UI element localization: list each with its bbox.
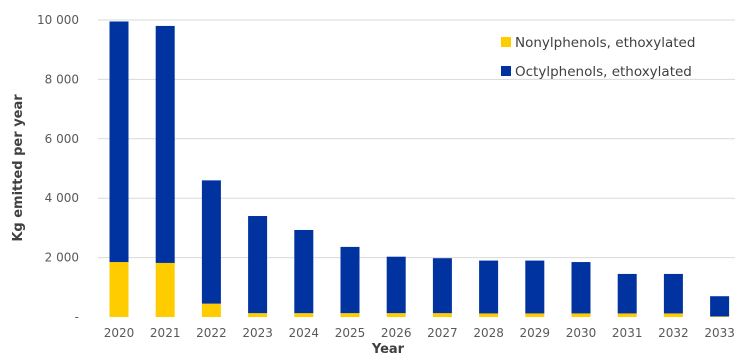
y-tick-label: 6 000: [45, 132, 79, 146]
bar-octylphenols-2027: [432, 258, 452, 314]
x-tick-label: 2027: [427, 326, 458, 340]
x-tick-label: 2031: [612, 326, 643, 340]
legend-label-octylphenols: Octylphenols, ethoxylated: [515, 64, 692, 80]
gridlines: [98, 19, 735, 259]
bar-nonylphenols-2027: [432, 313, 452, 317]
bar-octylphenols-2032: [663, 273, 683, 314]
bar-octylphenols-2024: [294, 229, 314, 314]
bar-nonylphenols-2033: [710, 316, 730, 317]
y-tick-label: 2 000: [45, 251, 79, 265]
y-tick-label: -: [75, 310, 79, 324]
x-tick-label: 2024: [289, 326, 320, 340]
bar-octylphenols-2022: [201, 180, 221, 304]
y-tick-label: 4 000: [45, 191, 79, 205]
x-axis-ticks: 2020 2021 2022 2023 2024 2025 2026 2027 2028 2029…: [104, 326, 735, 340]
x-tick-label: 2025: [335, 326, 366, 340]
y-tick-label: 8 000: [45, 72, 79, 86]
bar-nonylphenols-2030: [571, 313, 591, 317]
bar-nonylphenols-2031: [617, 313, 637, 317]
bar-nonylphenols-2025: [340, 313, 360, 317]
x-tick-label: 2022: [196, 326, 227, 340]
bar-nonylphenols-2032: [663, 313, 683, 317]
bar-nonylphenols-2023: [248, 313, 268, 317]
bar-octylphenols-2028: [479, 260, 499, 314]
bar-octylphenols-2030: [571, 262, 591, 314]
bar-octylphenols-2026: [386, 256, 406, 314]
bar-octylphenols-2029: [525, 260, 545, 314]
x-tick-label: 2026: [381, 326, 412, 340]
bar-nonylphenols-2029: [525, 313, 545, 317]
bar-octylphenols-2033: [710, 296, 730, 317]
y-axis-title: Kg emitted per year: [11, 94, 26, 242]
x-tick-label: 2030: [566, 326, 597, 340]
x-tick-label: 2020: [104, 326, 135, 340]
y-axis-ticks: - 2 000 4 000 6 000 8 000 10 000: [37, 13, 79, 324]
bar-nonylphenols-2024: [294, 313, 314, 317]
bar-octylphenols-2020: [109, 21, 129, 263]
bar-octylphenols-2021: [155, 25, 175, 263]
bar-nonylphenols-2026: [386, 313, 406, 317]
x-axis-title: Year: [371, 342, 405, 356]
legend-label-nonylphenols: Nonylphenols, ethoxylated: [515, 35, 695, 51]
bars: [109, 21, 730, 317]
bar-nonylphenols-2028: [479, 313, 499, 317]
bar-nonylphenols-2022: [201, 303, 221, 317]
legend-swatch-octylphenols: [501, 66, 511, 76]
bar-nonylphenols-2021: [155, 262, 175, 317]
x-tick-label: 2021: [150, 326, 181, 340]
x-tick-label: 2032: [658, 326, 689, 340]
bar-octylphenols-2031: [617, 273, 637, 314]
bar-nonylphenols-2020: [109, 262, 129, 317]
bar-octylphenols-2025: [340, 246, 360, 314]
bar-octylphenols-2023: [248, 216, 268, 314]
legend-swatch-nonylphenols: [501, 37, 511, 47]
x-tick-label: 2028: [473, 326, 504, 340]
y-tick-label: 10 000: [37, 13, 79, 27]
x-tick-label: 2033: [704, 326, 735, 340]
legend: Nonylphenols, ethoxylated Octylphenols, …: [501, 35, 695, 80]
x-tick-label: 2023: [242, 326, 273, 340]
x-tick-label: 2029: [520, 326, 551, 340]
